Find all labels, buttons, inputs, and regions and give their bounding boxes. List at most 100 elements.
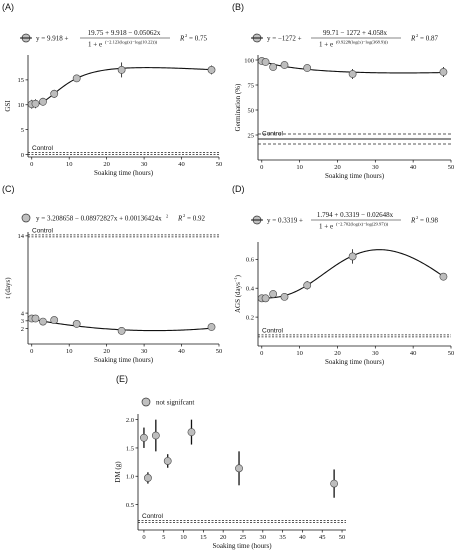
y-tick-label: 25 [248,132,255,139]
x-tick-label: 40 [410,350,417,357]
point-marker [163,457,172,465]
r2-value: = 0.75 [189,35,207,43]
y-axis-label-end: ) [234,274,242,277]
x-axis-label: Soaking time (hours) [212,542,272,550]
panel-1: (A) y = 9.918 + 19.75 + 9.918 − 0.05062x 1 … [2,2,222,177]
x-axis-label: Soaking time (hours) [325,172,385,180]
point-marker [280,61,289,69]
data-point [303,64,312,72]
data-point [280,61,289,69]
point-marker [144,474,152,482]
data-point [269,290,278,298]
x-tick-label: 10 [296,350,303,357]
x-tick-label: 5 [162,534,165,541]
x-tick-label: 0 [142,534,145,541]
data-point [303,281,312,290]
r2-label: R [179,35,185,43]
data-point [439,272,448,281]
panel-label: (A) [2,2,14,12]
data-point [163,454,172,468]
x-tick-label: 50 [448,164,455,171]
data-point [72,320,81,328]
x-tick-label: 40 [410,164,417,171]
x-tick-label: 0 [30,161,33,168]
point-marker [39,317,47,326]
point-marker [261,58,270,66]
data-point [330,469,339,498]
data-point [72,74,81,83]
control-label: Control [32,145,54,152]
y-axis-label-text: t (days) [4,277,12,299]
data-point [117,326,126,335]
point-marker [280,292,289,301]
y-tick-label: 2.0 [126,417,134,424]
point-marker [439,68,448,76]
y-tick-label: 2 [21,326,24,333]
y-tick-label: 5 [21,127,24,134]
legend-marker [21,213,31,223]
y-axis-label: t (days) [4,277,12,299]
y-tick-label: 0 [21,152,24,159]
data-point [39,97,47,106]
data-point [348,249,357,264]
data-point [207,65,216,75]
r2-value: = 0.98 [420,217,438,225]
r2-label: R [177,215,183,223]
point-marker [50,316,59,324]
legend-label: not signifcant [156,399,194,407]
panel-2: (B) y = −1272 + 99.71 − 1272 + 4.058x 1 + e… [232,2,454,180]
panel-label: (D) [232,184,245,194]
data-point [50,89,59,98]
equation-lhs: y = 9.918 + [36,35,68,43]
data-point [261,58,270,66]
y-axis-label-text: AGS (days [234,282,242,313]
y-tick-label: 3 [21,318,24,325]
point-marker [269,63,278,71]
equation-denominator: 1 + e [319,41,333,49]
x-tick-label: 10 [66,348,73,355]
data-point [31,99,40,109]
data-point [280,292,289,301]
point-marker [261,294,270,303]
panel-5: (E) not signifcant 0 5 10 15 20 25 30 35 40 45 50 0.5… [114,374,346,550]
equation-lhs: y = −1272 + [267,35,302,43]
y-tick-label: 50 [248,107,255,114]
data-point [439,67,448,77]
y-tick-label: 1.0 [126,474,134,481]
data-point [187,419,196,445]
x-tick-label: 30 [260,534,267,541]
x-tick-label: 0 [260,350,263,357]
equation-superscript: 2 [166,214,168,219]
x-tick-label: 20 [334,350,341,357]
y-axis-label-text: GSI [4,100,12,112]
point-marker [187,428,196,437]
y-axis-label-text: DM (g) [114,461,122,483]
r2-superscript: 2 [416,215,418,220]
point-marker [303,64,312,72]
point-marker [72,74,81,83]
y-axis-label: GSI [4,100,12,112]
point-marker [117,326,126,335]
r2-superscript: 2 [185,33,187,38]
point-marker [269,290,278,298]
y-axis-label-superscript: −1 [233,277,238,282]
x-tick-label: 45 [319,534,326,541]
equation-numerator: 1.794 + 0.3319 − 0.02648x [317,211,394,219]
r2-superscript: 2 [416,33,418,38]
legend-marker [251,215,263,225]
y-tick-label: 4 [21,310,25,317]
equation-exponent: (−2.123(log(x)−log(10.22))) [105,40,158,45]
x-tick-label: 15 [200,534,207,541]
equation-exponent: (0.9228(log(x)−log(368.9))) [336,40,388,45]
x-tick-label: 50 [448,350,455,357]
data-point [39,317,47,326]
data-point [140,427,148,448]
x-tick-label: 10 [296,164,303,171]
point-marker [31,314,40,323]
data-point [269,63,278,71]
data-point [50,316,59,324]
point-marker [348,70,357,78]
x-axis-label: Soaking time (hours) [94,356,154,364]
x-tick-label: 0 [30,348,33,355]
